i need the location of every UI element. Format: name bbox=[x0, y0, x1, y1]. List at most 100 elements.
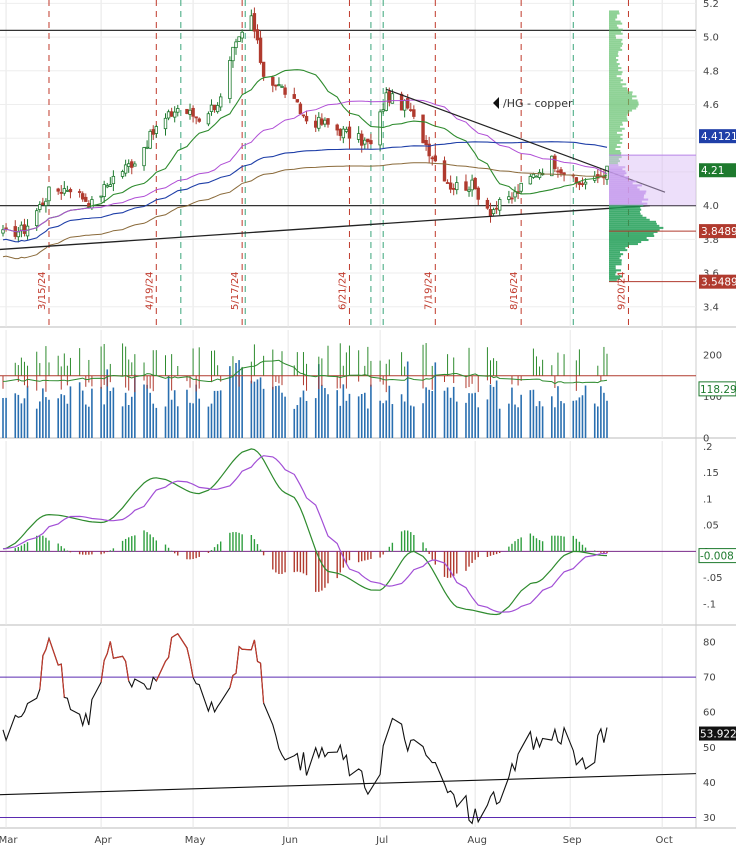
volume-y-tick-label: 0 bbox=[703, 434, 709, 445]
volume-profile-bar bbox=[609, 111, 630, 114]
candle-body bbox=[191, 107, 195, 117]
candle-body bbox=[35, 210, 39, 227]
candle-body bbox=[166, 111, 171, 119]
event-date-label: 7/19/24 bbox=[423, 271, 434, 310]
candle-body bbox=[433, 155, 438, 162]
volume-profile-bar bbox=[609, 133, 623, 136]
macd-line bbox=[2, 448, 608, 616]
volume-profile-bar bbox=[609, 26, 619, 29]
volume-profile-bar bbox=[609, 257, 620, 260]
volume-profile-bar bbox=[609, 119, 628, 122]
volume-profile-bar bbox=[609, 30, 621, 33]
candle-body bbox=[344, 128, 349, 132]
volume-profile-bar bbox=[609, 168, 623, 171]
volume-profile-bar bbox=[609, 34, 616, 37]
candle-body bbox=[452, 187, 456, 190]
candle-body bbox=[326, 118, 330, 125]
price-tag-label: 3.5489 bbox=[701, 277, 736, 289]
candle-body bbox=[277, 84, 281, 87]
candle-body bbox=[176, 108, 180, 113]
rsi-overbought-segment bbox=[238, 646, 243, 650]
candle-body bbox=[148, 130, 152, 149]
volume-profile-bar bbox=[609, 61, 617, 64]
candle-body bbox=[47, 186, 51, 202]
candle-body bbox=[120, 171, 125, 177]
volume-profile-bar bbox=[609, 220, 657, 223]
volume-profile-bar bbox=[609, 93, 633, 96]
volume-profile-bar bbox=[609, 186, 638, 189]
volume-profile-bar bbox=[609, 198, 649, 201]
volume-profile-bar bbox=[609, 44, 623, 47]
rsi-overbought-segment bbox=[42, 649, 47, 656]
candle-body bbox=[553, 155, 557, 169]
candle-body bbox=[234, 41, 238, 49]
price-tag-label: 4.4121 bbox=[701, 131, 736, 143]
x-tick-label: Aug bbox=[467, 835, 487, 846]
volume-profile-bar bbox=[609, 212, 641, 215]
candle-body bbox=[172, 111, 177, 118]
x-tick-label: Mar bbox=[0, 835, 18, 846]
candle-body bbox=[292, 94, 296, 99]
candle-body bbox=[218, 96, 223, 108]
volume-profile-bar bbox=[609, 160, 620, 163]
volume-profile-bar bbox=[609, 261, 622, 264]
volume-profile-bar bbox=[609, 139, 620, 142]
volume-profile-bar bbox=[609, 129, 622, 132]
volume-y-tick-label: 200 bbox=[703, 350, 722, 361]
candle-body bbox=[16, 231, 21, 238]
candle-body bbox=[145, 146, 149, 149]
rsi-overbought-segment bbox=[171, 635, 176, 639]
rsi-overbought-segment bbox=[232, 672, 237, 677]
candle-body bbox=[448, 182, 453, 190]
candle-body bbox=[360, 133, 364, 146]
volume-profile-bar bbox=[609, 216, 647, 219]
volume-profile-bar bbox=[609, 56, 616, 59]
price-y-tick-label: 4.0 bbox=[703, 201, 719, 212]
candle-body bbox=[194, 116, 198, 119]
candle-body bbox=[488, 209, 493, 217]
event-date-label: 3/15/24 bbox=[37, 271, 48, 310]
candle-body bbox=[77, 191, 82, 193]
volume-average-line bbox=[2, 359, 608, 385]
candle-body bbox=[38, 204, 42, 210]
volume-profile-bar bbox=[609, 103, 639, 106]
candle-body bbox=[81, 193, 85, 200]
candle-body bbox=[249, 15, 254, 31]
candle-body bbox=[338, 128, 342, 136]
candle-body bbox=[363, 139, 367, 145]
ma-long-line bbox=[2, 141, 608, 243]
volume-profile-bar bbox=[609, 141, 623, 144]
volume-profile-bar bbox=[609, 73, 622, 76]
volume-profile-bar bbox=[609, 194, 645, 197]
volume-profile-bar bbox=[609, 38, 623, 41]
candle-body bbox=[65, 190, 70, 192]
rsi-overbought-segment bbox=[259, 663, 265, 704]
candle-body bbox=[84, 196, 88, 202]
volume-profile-bar bbox=[609, 174, 625, 177]
volume-profile-bar bbox=[609, 58, 619, 62]
macd-y-tick-label: .15 bbox=[703, 468, 719, 479]
price-tag-box bbox=[699, 163, 736, 178]
candle-body bbox=[62, 188, 67, 194]
candle-body bbox=[534, 175, 539, 178]
volume-profile-bar bbox=[609, 184, 642, 187]
rsi-overbought-segment bbox=[125, 661, 130, 682]
volume-profile-bar bbox=[609, 99, 638, 102]
candle-body bbox=[68, 189, 73, 193]
price-y-tick-label: 3.8 bbox=[703, 235, 719, 246]
volume-profile-bar bbox=[609, 239, 649, 242]
price-tag-label: 3.8489 bbox=[701, 226, 736, 238]
volume-profile-bar bbox=[609, 271, 617, 274]
support-trendline bbox=[0, 204, 651, 251]
volume-profile-bar bbox=[609, 54, 619, 57]
volume-profile-bar bbox=[609, 121, 623, 124]
volume-profile-bar bbox=[609, 279, 617, 282]
volume-profile-bar bbox=[609, 46, 621, 49]
volume-profile-bar bbox=[609, 131, 617, 134]
rsi-overbought-segment bbox=[235, 646, 240, 674]
rsi-tag-box bbox=[699, 726, 736, 741]
rsi-overbought-segment bbox=[106, 641, 111, 654]
candle-body bbox=[22, 224, 27, 234]
volume-profile-bar bbox=[609, 200, 642, 203]
price-tag-box bbox=[699, 224, 736, 239]
